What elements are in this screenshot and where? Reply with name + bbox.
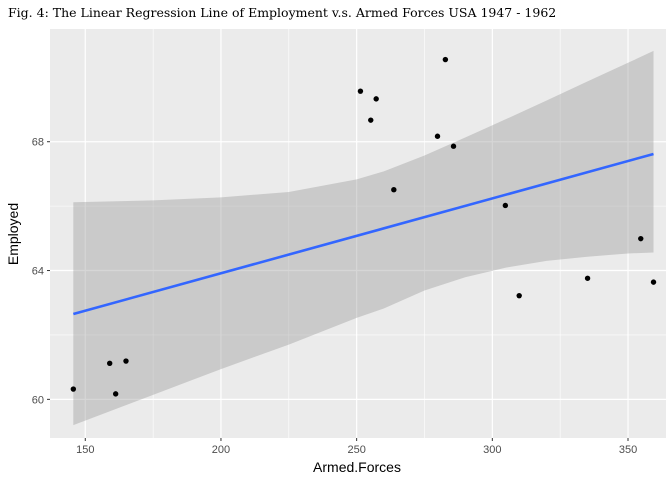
y-tick-label: 60 (32, 394, 44, 406)
regression-line (72, 152, 654, 316)
data-point (107, 360, 113, 366)
data-point (357, 88, 364, 94)
minor-gridlines (50, 29, 666, 438)
data-point (434, 133, 441, 139)
y-tick-label: 68 (32, 137, 44, 149)
panel-background (50, 29, 666, 438)
confidence-band (73, 50, 654, 426)
x-axis-ticks: 150 200 250 300 350 (76, 438, 637, 456)
x-tick-label: 250 (347, 444, 365, 456)
x-axis-label: Armed.Forces (313, 459, 401, 475)
data-point (123, 358, 129, 364)
plot-panel (50, 29, 666, 438)
y-tick-label: 64 (32, 266, 44, 278)
y-axis-ticks: 60 64 68 (32, 137, 50, 406)
data-points (70, 56, 657, 397)
data-point (502, 202, 509, 209)
data-point (391, 187, 397, 193)
data-point (442, 56, 449, 63)
data-point (650, 279, 657, 285)
major-gridlines (50, 29, 666, 438)
data-point (450, 143, 457, 149)
x-tick-label: 150 (76, 444, 94, 456)
chart-title: Fig. 4: The Linear Regression Line of Em… (8, 5, 556, 20)
x-tick-label: 200 (212, 444, 230, 456)
data-point (112, 391, 119, 397)
x-tick-label: 300 (483, 444, 501, 456)
data-point (368, 117, 374, 123)
data-point (638, 235, 644, 242)
data-point (516, 292, 522, 299)
data-point (373, 96, 379, 102)
data-point (584, 275, 591, 281)
data-point (70, 386, 77, 392)
x-tick-label: 350 (619, 444, 637, 456)
y-axis-label: Employed (5, 203, 21, 265)
